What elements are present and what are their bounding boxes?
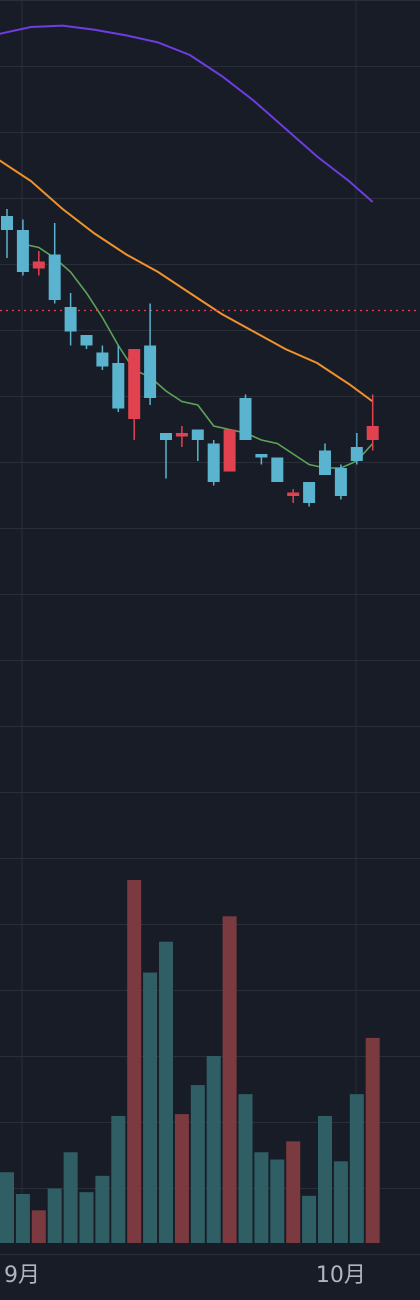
candle-body (191, 429, 204, 440)
candle-body (32, 261, 45, 269)
candle-body (1, 216, 13, 230)
candle-body (144, 345, 157, 398)
volume-bar (31, 1210, 46, 1243)
candle-body (287, 492, 300, 496)
candle-body (96, 352, 109, 367)
candle-body (80, 335, 93, 346)
volume-bar (159, 941, 173, 1243)
x-axis-tick-label: 9月 (4, 1263, 40, 1288)
volume-bar (174, 1114, 189, 1243)
volume-bar (270, 1159, 285, 1243)
candle-body (160, 433, 172, 440)
x-axis: 9月 10月 (4, 1263, 366, 1288)
volume-bar (127, 880, 142, 1243)
candle-body (112, 363, 125, 409)
moving-average-lines (0, 24, 374, 469)
candle-body (64, 307, 77, 332)
volume-bar (365, 1037, 380, 1243)
volume-bar (47, 1188, 62, 1243)
volume-bar (0, 1172, 14, 1243)
candle-body (223, 429, 236, 472)
candle-body (255, 454, 268, 458)
moving-average-line (22, 243, 374, 469)
volume-bar (63, 1152, 78, 1243)
volume-bar (15, 1193, 30, 1243)
volume-bar (238, 1094, 253, 1243)
candle-body (207, 443, 220, 482)
candle-body (366, 426, 379, 440)
candle-body (334, 468, 347, 496)
volume-bars (0, 880, 380, 1243)
volume-bar (286, 1141, 301, 1243)
volume-bar (333, 1161, 348, 1243)
moving-average-line (0, 24, 374, 203)
volume-bar (190, 1085, 205, 1243)
candle-body (303, 482, 316, 503)
candle-body (271, 457, 284, 482)
candle-body (48, 254, 61, 300)
volume-bar (95, 1175, 110, 1243)
candle-body (128, 349, 141, 419)
volume-bar (349, 1094, 364, 1243)
candle-body (239, 398, 252, 440)
candles (1, 209, 379, 507)
volume-bar (302, 1195, 317, 1243)
x-axis-tick-label: 10月 (316, 1263, 366, 1288)
moving-average-line (0, 159, 374, 403)
candle-body (350, 447, 363, 461)
candle-body (16, 230, 29, 272)
volume-bar (222, 916, 237, 1243)
volume-bar (206, 1056, 221, 1243)
candle-body (175, 433, 188, 437)
candle-body (319, 450, 331, 475)
volume-bar (254, 1152, 269, 1243)
volume-bar (111, 1115, 126, 1243)
volume-bar (318, 1115, 332, 1243)
volume-bar (79, 1192, 94, 1243)
volume-bar (143, 972, 158, 1243)
